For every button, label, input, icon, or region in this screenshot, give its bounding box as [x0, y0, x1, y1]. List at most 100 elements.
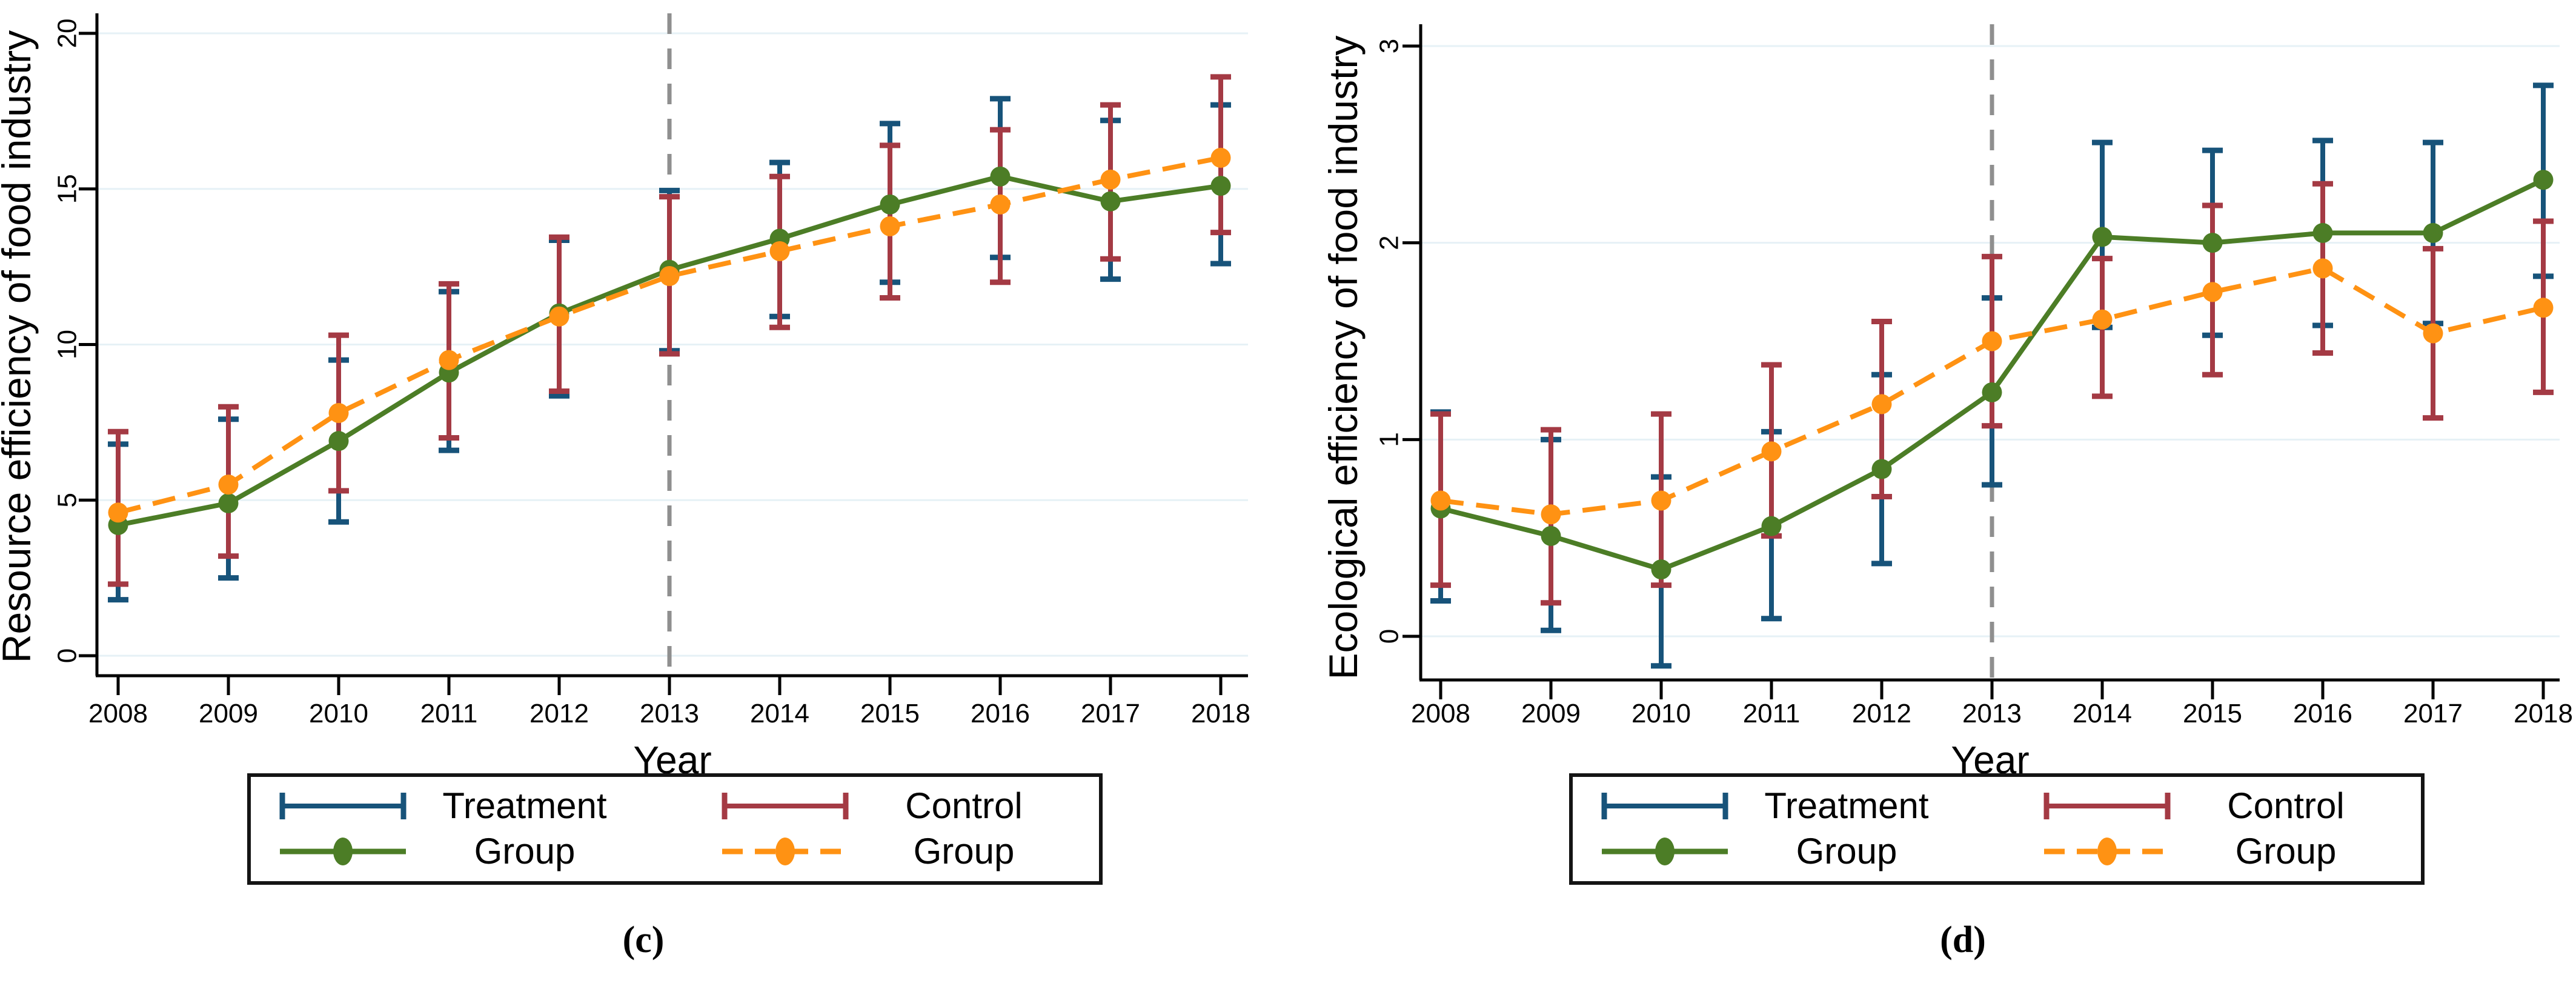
data-point [1541, 504, 1561, 525]
legend-treatment-label-line1: Treatment [442, 785, 607, 826]
data-point [1430, 490, 1451, 511]
legend-panel-d: Treatment Control Group Group [1569, 773, 2425, 885]
x-tick-label: 2017 [1081, 699, 1140, 728]
data-point [2202, 282, 2223, 302]
data-point [218, 475, 239, 495]
data-point [2092, 227, 2113, 247]
control-errorbar-icon [722, 793, 849, 819]
data-point [1761, 516, 1782, 536]
x-tick-label: 2012 [529, 699, 589, 728]
data-point [1100, 169, 1121, 190]
legend-control-label-line1: Control [2227, 785, 2345, 826]
data-point [1100, 191, 1121, 212]
control-group-markers [1430, 258, 2554, 525]
panel-c: 0 5 10 15 20 2008 2009 2010 2011 2012 2013 2014 2015… [0, 13, 1250, 782]
data-point [2533, 170, 2554, 190]
data-point [1651, 559, 1671, 580]
x-tick-label: 2008 [88, 699, 148, 728]
data-point [328, 402, 349, 423]
data-point [2312, 258, 2333, 279]
x-tick-label: 2015 [860, 699, 920, 728]
treatment-errorbar-icon [279, 793, 407, 819]
data-point [1982, 382, 2002, 402]
data-point [2423, 222, 2443, 243]
data-point [880, 216, 900, 236]
data-point [659, 266, 680, 287]
x-tick-label: 2018 [2514, 699, 2573, 728]
x-tick-label: 2016 [971, 699, 1030, 728]
y-tick-label: 0 [53, 648, 82, 663]
x-tick-label: 2009 [199, 699, 258, 728]
caption-panel-c: (c) [622, 919, 665, 961]
x-tick-label: 2011 [420, 699, 478, 728]
control-group-line [118, 155, 1221, 515]
axes: 0 1 2 3 2008 2009 2010 2011 2012 2013 2014 2015 2016… [1375, 24, 2573, 728]
y-tick-label: 5 [53, 493, 82, 507]
caption-panel-d: (d) [1940, 919, 1986, 961]
control-errorbar-icon [2043, 793, 2171, 819]
data-point [218, 493, 239, 513]
data-point [1210, 176, 1231, 196]
control-line-marker-icon [722, 838, 848, 865]
y-tick-label: 20 [53, 19, 82, 48]
x-tick-label: 2012 [1852, 699, 1911, 728]
x-tick-label: 2016 [2293, 699, 2352, 728]
x-tick-label: 2017 [2403, 699, 2463, 728]
legend-treatment-label-line2: Group [474, 831, 576, 871]
legend-control-label-line1: Control [905, 785, 1023, 826]
legend-control-label-line2: Group [913, 831, 1015, 871]
x-tick-label: 2010 [309, 699, 368, 728]
y-tick-label: 0 [1375, 629, 1404, 644]
data-point [1871, 394, 1892, 415]
data-point [2202, 233, 2223, 253]
data-point [2423, 323, 2443, 344]
data-point [108, 502, 128, 523]
data-point [1210, 147, 1231, 168]
x-tick-label: 2014 [2073, 699, 2132, 728]
data-point [1982, 331, 2002, 351]
x-tick-label: 2008 [1411, 699, 1470, 728]
x-tick-label: 2013 [640, 699, 699, 728]
legend-treatment-label-line1: Treatment [1764, 785, 1929, 826]
legend-treatment-label-line2: Group [1796, 831, 1897, 871]
y-tick-label: 10 [53, 330, 82, 359]
legend-control-label-line2: Group [2235, 831, 2337, 871]
x-tick-label: 2014 [750, 699, 809, 728]
y-tick-label: 15 [53, 174, 82, 204]
data-point [439, 350, 459, 370]
panel-d: 0 1 2 3 2008 2009 2010 2011 2012 2013 2014 2015 2016… [1321, 24, 2573, 782]
y-axis-title: Resource efficiency of food industry [0, 30, 39, 663]
treatment-line-marker-icon [280, 838, 406, 865]
treatment-errorbar-icon [1601, 793, 1728, 819]
x-tick-label: 2010 [1632, 699, 1691, 728]
y-axis-title: Ecological efficiency of food industry [1321, 36, 1366, 680]
data-point [2312, 222, 2333, 243]
y-tick-label: 1 [1375, 432, 1404, 447]
x-tick-label: 2011 [1743, 699, 1801, 728]
y-tick-label: 2 [1375, 235, 1404, 250]
data-point [2092, 309, 2113, 330]
gridlines [97, 32, 1248, 657]
legend-panel-c: Treatment Control Group Group [247, 773, 1103, 885]
x-tick-label: 2009 [1521, 699, 1581, 728]
data-point [990, 194, 1011, 215]
y-tick-label: 3 [1375, 39, 1404, 53]
data-point [769, 241, 790, 261]
data-point [1871, 459, 1892, 479]
control-group-markers [108, 147, 1231, 523]
data-point [880, 194, 900, 215]
treatment-group-markers [1430, 170, 2554, 580]
axes: 0 5 10 15 20 2008 2009 2010 2011 2012 2013 2014 2015… [53, 13, 1250, 728]
x-tick-label: 2013 [1962, 699, 2022, 728]
control-line-marker-icon [2044, 838, 2170, 865]
control-group-ci-bars [1430, 181, 2554, 606]
data-point [1651, 490, 1671, 511]
data-point [2533, 298, 2554, 318]
data-point [990, 166, 1011, 187]
data-point [549, 306, 569, 327]
treatment-line-marker-icon [1602, 838, 1728, 865]
data-point [328, 431, 349, 451]
x-tick-label: 2018 [1191, 699, 1250, 728]
